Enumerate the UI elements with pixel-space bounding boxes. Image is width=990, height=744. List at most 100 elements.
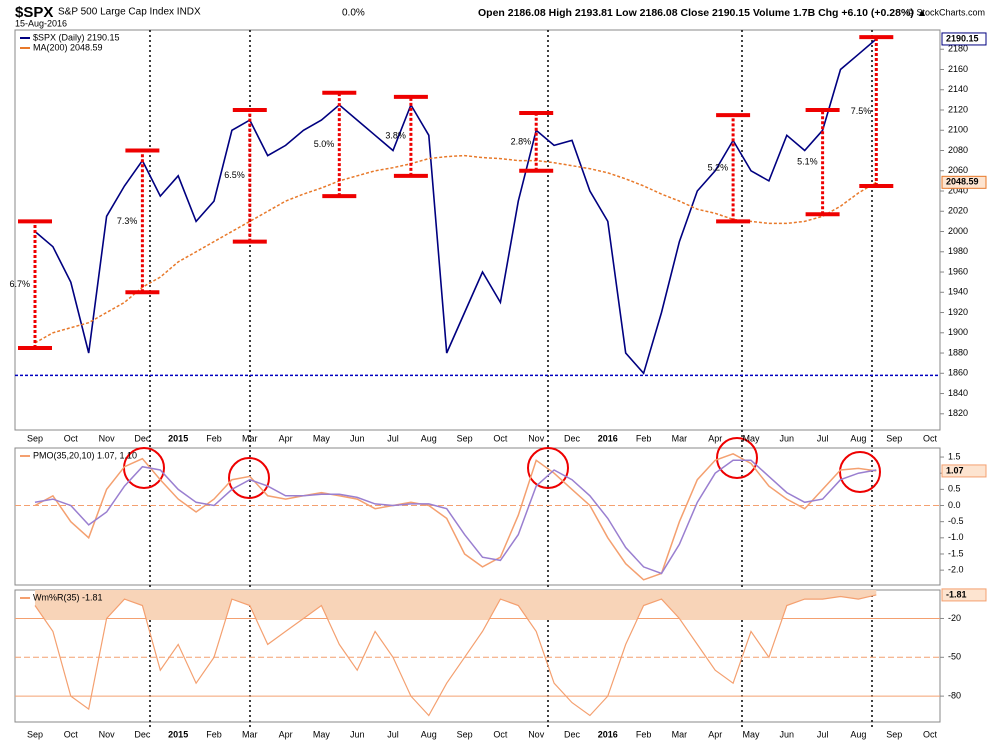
x-tick-label: Jul [817,729,829,739]
range-label: 6.7% [9,279,30,289]
y-tick-label: -80 [948,690,961,700]
y-tick-label: 2140 [948,84,968,94]
panel-title: PMO(35,20,10) 1.07, 1.10 [33,450,137,460]
range-label: 7.5% [851,106,872,116]
y-tick-label: 1980 [948,246,968,256]
x-tick-label: Apr [708,729,722,739]
x-tick-label: Nov [99,433,116,443]
legend-label: $SPX (Daily) 2190.15 [33,32,120,42]
x-tick-label: Oct [64,729,79,739]
x-tick-label: Apr [708,433,722,443]
range-label: 3.8% [385,131,406,141]
change: 0.0% [342,8,365,19]
value-tag: 2048.59 [946,177,979,187]
y-tick-label: 2020 [948,206,968,216]
y-tick-label: 1900 [948,327,968,337]
y-tick-label: 2100 [948,125,968,135]
y-tick-label: -1.0 [948,532,964,542]
value-tag-box [941,175,987,189]
x-tick-label: Jul [387,729,399,739]
vertical-markers [149,30,873,730]
y-tick-label: -2.0 [948,565,964,575]
y-tick-label: 2160 [948,64,968,74]
x-tick-label: Jul [387,433,399,443]
x-tick-label: Aug [850,433,866,443]
x-tick-label: May [313,729,331,739]
y-tick-label: 1.5 [948,451,961,461]
x-tick-label: Aug [421,729,437,739]
x-tick-label: Dec [134,433,151,443]
series-line [34,154,877,344]
x-tick-label: Oct [923,729,938,739]
x-tick-label: Nov [99,729,116,739]
value-tag: 2190.15 [946,33,979,43]
y-tick-label: -50 [948,652,961,662]
range-label: 2.8% [511,136,532,146]
x-tick-label: Dec [134,729,151,739]
value-tag-box [941,464,987,478]
x-tick-label: 2015 [168,729,188,739]
panel-title: Wm%R(35) -1.81 [33,592,103,602]
y-tick-label: 1920 [948,307,968,317]
x-tick-label: Nov [528,433,545,443]
date: 15-Aug-2016 [15,18,67,28]
y-tick-label: 2180 [948,44,968,54]
range-label: 5.1% [797,157,818,167]
area-fill [35,590,877,620]
range-label: 5.0% [314,139,335,149]
value-tag: -1.81 [946,589,967,599]
x-tick-label: Jun [350,729,365,739]
subtitle: S&P 500 Large Cap Index INDX [58,7,201,18]
x-tick-label: Sep [457,729,473,739]
y-tick-label: -20 [948,613,961,623]
x-tick-label: Sep [27,729,43,739]
x-tick-label: May [742,729,760,739]
y-tick-label: 1860 [948,368,968,378]
y-tick-label: -1.5 [948,548,964,558]
x-tick-label: 2015 [168,433,188,443]
y-tick-label: 2120 [948,104,968,114]
series-line [34,459,877,575]
range-label: 7.3% [117,216,138,226]
x-tick-label: Feb [636,729,652,739]
x-tick-label: Mar [672,433,688,443]
x-tick-label: Mar [672,729,688,739]
x-tick-label: Feb [206,433,222,443]
x-tick-label: Nov [528,729,545,739]
x-tick-label: 2016 [598,729,618,739]
y-tick-label: 1880 [948,347,968,357]
series-line [34,452,877,581]
x-tick-label: Aug [850,729,866,739]
legend-label: MA(200) 2048.59 [33,42,103,52]
price-panel [14,29,941,431]
x-tick-label: Sep [886,433,902,443]
x-tick-label: Mar [242,729,258,739]
x-tick-label: Jun [780,433,795,443]
y-tick-label: -0.5 [948,516,964,526]
y-tick-label: 2000 [948,226,968,236]
y-tick-label: 0.5 [948,484,961,494]
x-tick-label: Oct [923,433,938,443]
y-tick-label: 2060 [948,165,968,175]
x-tick-label: Dec [564,729,581,739]
x-tick-label: May [313,433,331,443]
quote: Open 2186.08 High 2193.81 Low 2186.08 Cl… [478,7,927,19]
x-tick-label: Oct [493,433,508,443]
value-tag: 1.07 [946,465,964,475]
y-tick-label: 1840 [948,388,968,398]
value-tag-box [941,32,987,46]
x-tick-label: Apr [279,433,293,443]
x-tick-label: Mar [242,433,258,443]
x-tick-label: Feb [206,729,222,739]
range-label: 6.5% [224,170,245,180]
x-tick-label: Aug [421,433,437,443]
range-label: 5.2% [708,163,729,173]
x-tick-label: Oct [64,433,79,443]
chart-title: $SPX [15,4,53,21]
y-tick-label: 1820 [948,408,968,418]
x-tick-label: Sep [886,729,902,739]
peak-circles [123,437,881,499]
x-tick-label: Apr [279,729,293,739]
value-tag-box [941,588,987,602]
